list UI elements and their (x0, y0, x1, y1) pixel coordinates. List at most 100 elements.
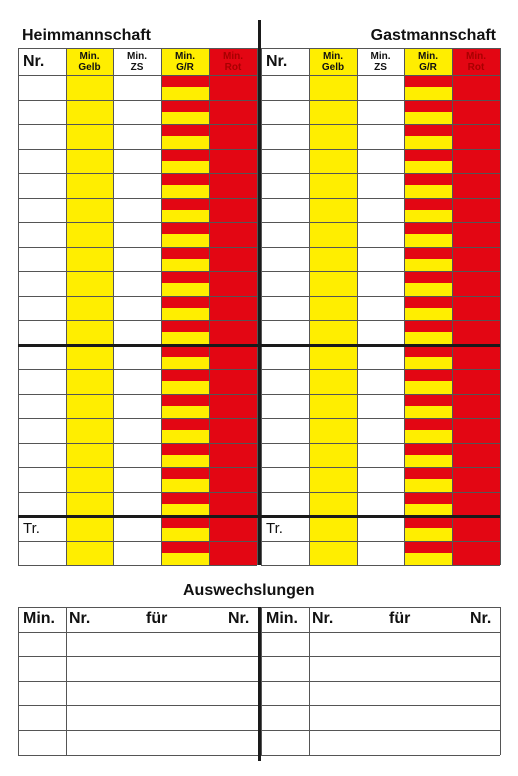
home-col-line (257, 48, 258, 565)
home-gr-yellow-stripe (161, 258, 209, 271)
home-top-line (18, 48, 257, 49)
home-gr-yellow-stripe (161, 160, 209, 173)
away-gr-yellow-stripe (404, 185, 452, 198)
right-sub-row-line (261, 631, 500, 633)
home-gr-red-stripe (161, 442, 209, 455)
home-gr-red-stripe (161, 344, 209, 357)
away-gr-red-stripe (404, 369, 452, 382)
home-gr-yellow-stripe (161, 552, 209, 565)
left-sub-nr-out-header: Nr. (69, 610, 91, 627)
home-red-column (209, 48, 257, 565)
home-row-line (18, 99, 257, 101)
home-col-line (113, 48, 114, 565)
home-gr-yellow-stripe (161, 503, 209, 516)
home-row-line (18, 565, 257, 566)
home-trainer-label: Tr. (23, 520, 40, 537)
left-sub-nr-in-header: Nr. (228, 610, 250, 627)
right-sub-row-line (261, 656, 500, 658)
away-gr-yellow-stripe (404, 136, 452, 149)
away-row-line (261, 467, 500, 468)
away-gr-yellow-stripe (404, 503, 452, 516)
away-col-line (261, 48, 262, 565)
home-gr-red-stripe (161, 295, 209, 308)
left-sub-row-line (18, 631, 258, 633)
right-sub-row-line (261, 754, 500, 756)
home-col-gr-header: Min. G/R (175, 50, 195, 73)
away-col-gr-header: Min. G/R (418, 50, 438, 73)
away-gr-yellow-stripe (404, 209, 452, 222)
home-row-line (18, 271, 257, 272)
home-row-line (18, 173, 257, 174)
away-row-line (261, 418, 500, 419)
home-row-line (18, 222, 257, 223)
away-gr-red-stripe (404, 344, 452, 357)
right-sub-nr-out-header: Nr. (312, 610, 334, 627)
away-gr-red-stripe (404, 540, 452, 553)
away-gr-red-stripe (404, 197, 452, 210)
home-row-line (18, 246, 257, 248)
home-gr-red-stripe (161, 173, 209, 186)
away-gr-yellow-stripe (404, 283, 452, 296)
away-row-line (261, 369, 500, 370)
away-gr-red-stripe (404, 320, 452, 333)
away-gr-red-stripe (404, 246, 452, 259)
home-gr-yellow-stripe (161, 185, 209, 198)
home-gr-header-fill (161, 48, 209, 75)
home-gr-red-stripe (161, 124, 209, 137)
away-col-line (357, 48, 358, 565)
away-col-yellow-header: Min. Gelb (321, 50, 345, 73)
away-col-line (452, 48, 453, 565)
home-col-line (18, 48, 19, 565)
away-gr-red-stripe (404, 99, 452, 112)
left-sub-row-line (18, 754, 258, 756)
left-sub-row-line (18, 607, 258, 608)
right-sub-row-line (261, 680, 500, 682)
home-row-line (18, 148, 257, 150)
home-gr-yellow-stripe (161, 307, 209, 320)
home-nr-header: Nr. (23, 52, 45, 70)
away-gr-yellow-stripe (404, 332, 452, 345)
away-gr-yellow-stripe (404, 454, 452, 467)
away-row-line (261, 565, 500, 566)
away-row-line (261, 124, 500, 125)
home-row-line (18, 369, 257, 370)
right-sub-nr-in-header: Nr. (470, 610, 492, 627)
home-row-line (18, 467, 257, 468)
home-gr-red-stripe (161, 75, 209, 88)
home-col-yellow-header: Min. Gelb (78, 50, 101, 73)
home-gr-yellow-stripe (161, 283, 209, 296)
away-gr-yellow-stripe (404, 234, 452, 247)
home-gr-red-stripe (161, 271, 209, 284)
left-sub-fuer-header: für (146, 610, 168, 627)
away-gr-yellow-stripe (404, 552, 452, 565)
away-col-line (309, 48, 310, 565)
away-gr-red-stripe (404, 271, 452, 284)
right-sub-row-line (261, 705, 500, 707)
away-row-line (261, 99, 500, 101)
away-gr-header-fill (404, 48, 452, 75)
away-row-line (261, 75, 500, 76)
away-row-line (261, 540, 500, 542)
right-sub-row-line (261, 730, 500, 731)
home-col-line (66, 48, 67, 565)
sub-center-divider (258, 607, 261, 761)
away-yellow-column (309, 48, 357, 565)
home-gr-yellow-stripe (161, 479, 209, 492)
home-row-line (18, 491, 257, 493)
away-row-line (261, 320, 500, 321)
home-gr-red-stripe (161, 418, 209, 431)
home-col-red-header: Min. Rot (223, 50, 243, 73)
away-gr-red-stripe (404, 295, 452, 308)
away-gr-red-stripe (404, 75, 452, 88)
left-sub-row-line (18, 656, 258, 658)
away-gr-yellow-stripe (404, 160, 452, 173)
away-row-line (261, 491, 500, 493)
home-gr-red-stripe (161, 393, 209, 406)
right-sub-min-header: Min. (266, 610, 298, 627)
home-row-line (18, 75, 257, 76)
home-gr-red-stripe (161, 540, 209, 553)
away-gr-red-stripe (404, 222, 452, 235)
home-gr-yellow-stripe (161, 234, 209, 247)
away-gr-red-stripe (404, 418, 452, 431)
away-gr-red-stripe (404, 124, 452, 137)
